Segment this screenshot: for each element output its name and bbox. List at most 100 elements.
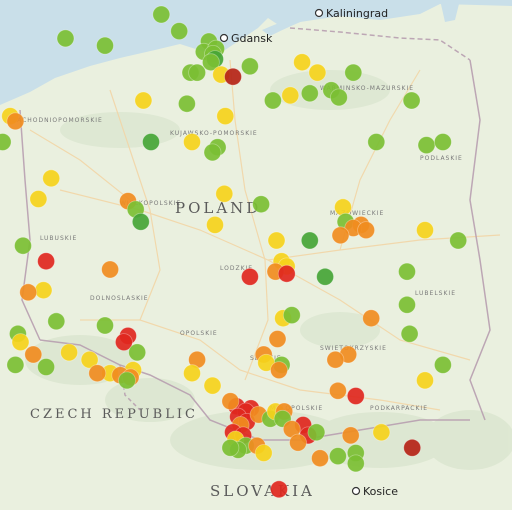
station-marker-yellow[interactable] bbox=[416, 221, 434, 240]
station-marker-red[interactable] bbox=[277, 264, 296, 283]
station-marker-yellow[interactable] bbox=[416, 371, 434, 390]
station-marker-yellow[interactable] bbox=[183, 364, 201, 383]
station-marker-orange[interactable] bbox=[19, 283, 38, 302]
station-marker-yellow[interactable] bbox=[334, 198, 352, 217]
station-marker-yellow[interactable] bbox=[34, 281, 53, 300]
station-marker-yellow[interactable] bbox=[267, 231, 286, 250]
station-marker-green[interactable] bbox=[14, 236, 32, 255]
station-marker-red[interactable] bbox=[270, 480, 288, 499]
station-marker-green[interactable] bbox=[329, 88, 348, 107]
station-marker-orange[interactable] bbox=[357, 221, 376, 240]
station-marker-orange[interactable] bbox=[270, 361, 288, 380]
svg-text:PODKARPACKIE: PODKARPACKIE bbox=[370, 405, 428, 412]
station-marker-yellow[interactable] bbox=[134, 91, 153, 110]
station-marker-yellow[interactable] bbox=[216, 107, 235, 125]
station-marker-green[interactable] bbox=[402, 91, 421, 110]
station-marker-green[interactable] bbox=[252, 195, 271, 214]
svg-text:WIELKOPOLSKIE: WIELKOPOLSKIE bbox=[120, 200, 181, 207]
station-marker-green[interactable] bbox=[56, 29, 75, 48]
station-marker-yellow[interactable] bbox=[372, 423, 391, 442]
station-marker-green[interactable] bbox=[400, 324, 419, 343]
station-marker-orange[interactable] bbox=[341, 426, 360, 445]
city-label-ne: Kaliningrad bbox=[326, 7, 388, 20]
station-marker-green[interactable] bbox=[177, 94, 196, 113]
station-marker-green[interactable] bbox=[221, 438, 240, 457]
svg-text:KUJAWSKO-POMORSKIE: KUJAWSKO-POMORSKIE bbox=[170, 130, 258, 137]
station-marker-yellow[interactable] bbox=[281, 86, 300, 105]
station-marker-green[interactable] bbox=[6, 355, 25, 374]
station-marker-red[interactable] bbox=[115, 333, 133, 352]
station-marker-green[interactable] bbox=[328, 447, 347, 466]
station-marker-orange[interactable] bbox=[362, 309, 381, 328]
svg-text:LODZKIE: LODZKIE bbox=[220, 265, 253, 272]
station-marker-green[interactable] bbox=[449, 231, 468, 250]
station-marker-dark-red[interactable] bbox=[403, 438, 422, 457]
station-marker-green[interactable] bbox=[240, 57, 259, 76]
svg-text:LUBUSKIE: LUBUSKIE bbox=[40, 235, 77, 242]
label-slovakia: SLOVAKIA bbox=[210, 482, 315, 500]
station-marker-yellow[interactable] bbox=[215, 184, 234, 203]
station-marker-yellow[interactable] bbox=[80, 350, 99, 369]
station-marker-green[interactable] bbox=[47, 312, 66, 331]
station-marker-green[interactable] bbox=[433, 355, 452, 374]
station-marker-green[interactable] bbox=[37, 358, 55, 376]
station-marker-orange[interactable] bbox=[311, 449, 329, 468]
station-marker-orange[interactable] bbox=[328, 381, 347, 400]
station-marker-green[interactable] bbox=[398, 262, 416, 281]
station-marker-yellow[interactable] bbox=[308, 63, 327, 82]
station-marker-orange[interactable] bbox=[221, 392, 240, 411]
station-marker-yellow[interactable] bbox=[11, 333, 30, 352]
station-marker-green[interactable] bbox=[152, 5, 171, 24]
station-marker-green[interactable] bbox=[96, 36, 114, 55]
station-marker-green[interactable] bbox=[417, 136, 436, 155]
station-marker-yellow[interactable] bbox=[42, 169, 61, 188]
station-marker-red[interactable] bbox=[240, 267, 259, 286]
label-czech-republic: CZECH REPUBLIC bbox=[30, 407, 198, 422]
station-marker-yellow[interactable] bbox=[29, 190, 48, 208]
station-marker-yellow[interactable] bbox=[206, 215, 224, 234]
station-marker-yellow[interactable] bbox=[183, 133, 201, 151]
station-marker-green[interactable] bbox=[96, 316, 114, 335]
city-label-south: Kosice bbox=[363, 485, 398, 498]
station-marker-green[interactable] bbox=[203, 143, 222, 162]
station-marker-green[interactable] bbox=[263, 91, 282, 110]
station-marker-green[interactable] bbox=[282, 306, 301, 325]
station-marker-green[interactable] bbox=[307, 423, 326, 442]
svg-text:ZACHODNIOPOMORSKIE: ZACHODNIOPOMORSKIE bbox=[12, 117, 103, 124]
station-marker-orange[interactable] bbox=[6, 112, 25, 131]
station-marker-orange[interactable] bbox=[326, 350, 345, 369]
station-marker-green[interactable] bbox=[300, 84, 319, 103]
station-marker-dark-red[interactable] bbox=[224, 67, 242, 86]
svg-text:MALOPOLSKIE: MALOPOLSKIE bbox=[270, 405, 323, 412]
station-marker-green[interactable] bbox=[367, 133, 386, 151]
station-marker-dark-green[interactable] bbox=[131, 212, 150, 231]
station-marker-green[interactable] bbox=[0, 133, 12, 151]
station-marker-red[interactable] bbox=[346, 387, 365, 405]
station-marker-orange[interactable] bbox=[88, 364, 107, 383]
station-marker-dark-green[interactable] bbox=[316, 267, 335, 286]
station-marker-orange[interactable] bbox=[268, 330, 287, 348]
station-marker-orange[interactable] bbox=[24, 345, 43, 364]
station-marker-yellow[interactable] bbox=[60, 343, 78, 362]
station-marker-green[interactable] bbox=[170, 22, 189, 41]
svg-text:MAZOWIECKIE: MAZOWIECKIE bbox=[330, 210, 384, 217]
station-marker-green[interactable] bbox=[433, 133, 452, 151]
station-marker-green[interactable] bbox=[344, 63, 363, 82]
station-marker-green[interactable] bbox=[188, 63, 207, 82]
station-marker-green[interactable] bbox=[346, 454, 365, 473]
station-marker-yellow[interactable] bbox=[203, 376, 222, 395]
station-marker-orange[interactable] bbox=[289, 433, 307, 452]
station-marker-yellow[interactable] bbox=[254, 444, 273, 462]
station-marker-red[interactable] bbox=[37, 252, 55, 271]
station-marker-orange[interactable] bbox=[331, 226, 350, 245]
station-marker-green[interactable] bbox=[201, 53, 220, 72]
station-marker-green[interactable] bbox=[118, 371, 136, 390]
label-poland: POLAND bbox=[175, 199, 261, 217]
station-marker-green[interactable] bbox=[398, 295, 416, 314]
station-marker-dark-green[interactable] bbox=[142, 133, 160, 151]
station-marker-green[interactable] bbox=[128, 343, 147, 362]
station-marker-yellow[interactable] bbox=[293, 53, 312, 72]
station-marker-orange[interactable] bbox=[101, 260, 119, 279]
station-marker-dark-green[interactable] bbox=[300, 231, 319, 250]
